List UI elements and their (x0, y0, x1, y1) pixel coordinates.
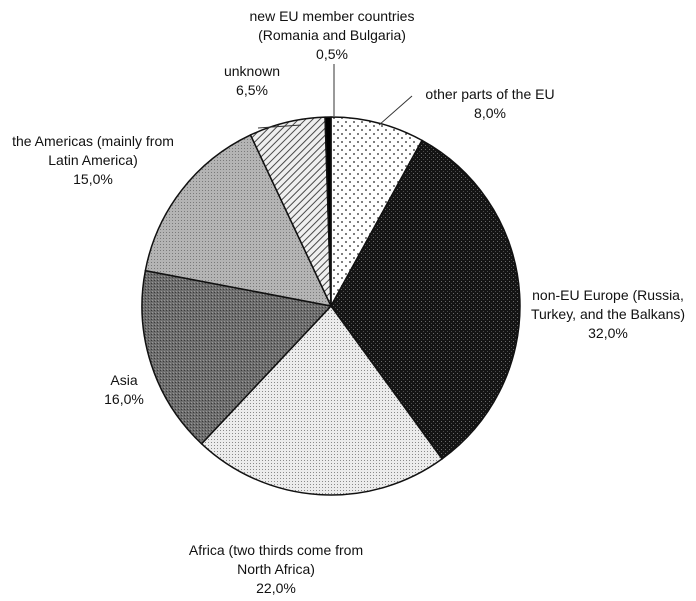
slice-category-label: the Americas (mainly from (12, 133, 174, 149)
leader-line (257, 124, 302, 129)
leader-lines (257, 64, 413, 129)
slice-label: unknown 6,5% (224, 63, 280, 98)
slice-category-label: unknown (224, 63, 280, 79)
slice-label: non-EU Europe (Russia, Turkey, and the Ba… (531, 287, 685, 341)
pie-slice (144, 134, 332, 307)
pie-slice (324, 116, 332, 307)
slice-value-label: 15,0% (73, 171, 113, 187)
slice-category-label: Asia (110, 372, 137, 388)
slice-value-label: 22,0% (256, 580, 296, 596)
slice-value-label: 8,0% (474, 105, 506, 121)
pie-slice (330, 139, 521, 460)
slice-label: Africa (two thirds come from North Africa… (189, 542, 363, 596)
slice-label: Asia 16,0% (104, 372, 144, 407)
pie-slices (141, 116, 521, 496)
slice-labels: other parts of the EU 8,0% non-EU Europe (… (12, 8, 685, 596)
slice-category-label: new EU member countries (250, 8, 415, 24)
slice-category-label: Turkey, and the Balkans) (531, 306, 685, 322)
slice-value-label: 32,0% (588, 325, 628, 341)
slice-value-label: 0,5% (316, 46, 348, 62)
slice-label: other parts of the EU 8,0% (425, 86, 554, 121)
slice-category-label: North Africa) (237, 561, 315, 577)
slice-category-label: Africa (two thirds come from (189, 542, 363, 558)
leader-line (378, 95, 413, 126)
slice-category-label: Latin America) (48, 152, 137, 168)
pie-slice (330, 116, 423, 307)
pie-slice (200, 305, 443, 496)
slice-category-label: non-EU Europe (Russia, (532, 287, 684, 303)
slice-category-label: other parts of the EU (425, 86, 554, 102)
slice-category-label: (Romania and Bulgaria) (258, 27, 406, 43)
slice-label: new EU member countries (Romania and Bulg… (250, 8, 415, 62)
slice-value-label: 6,5% (236, 82, 268, 98)
slice-value-label: 16,0% (104, 391, 144, 407)
pie-slice (141, 269, 332, 445)
slice-label: the Americas (mainly from Latin America) 1… (12, 133, 174, 187)
